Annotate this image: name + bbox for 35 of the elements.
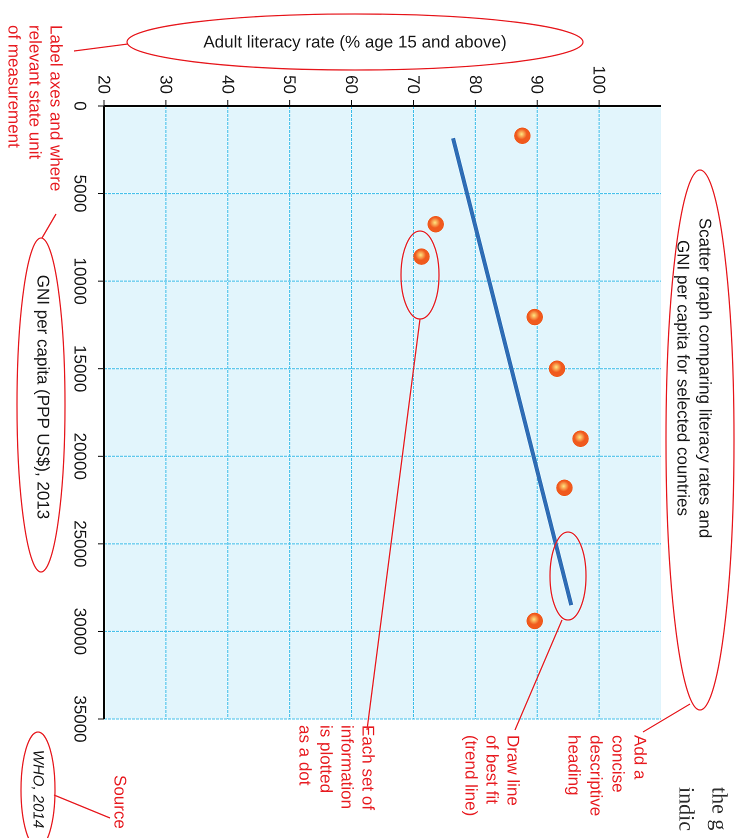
- text: Scatter graph comparing literacy rates and GNI per capita for selected countries: [674, 218, 714, 538]
- point: [526, 308, 543, 326]
- y-tick-label: 20000: [70, 432, 90, 480]
- point: [572, 430, 589, 448]
- x-tick-label: 20: [94, 75, 114, 94]
- text: WHO, 2014: [30, 750, 46, 828]
- x-tick-label: 60: [342, 75, 362, 94]
- text: Each set of information is plotted as a dot: [296, 725, 378, 810]
- point: [548, 360, 566, 377]
- y-axis-title: GNI per capita (PPP US$), 2013: [34, 274, 52, 520]
- point: [526, 612, 543, 630]
- y-tick-label: 15000: [70, 345, 90, 392]
- text: the g indic: [674, 787, 732, 832]
- y-tick-label: 30000: [70, 608, 90, 656]
- text: Source: [110, 775, 130, 829]
- point: [413, 248, 430, 265]
- text: Label axes and where relevant state unit of measurement: [4, 25, 66, 192]
- text: Draw line of best fit (trend line): [462, 735, 522, 816]
- x-tick-label: 90: [528, 75, 547, 94]
- y-tick-label: 35000: [70, 695, 90, 743]
- x-tick-label: 80: [466, 75, 485, 94]
- point: [556, 480, 573, 496]
- x-tick-label: 30: [156, 75, 176, 94]
- y-tick-label: 0: [70, 101, 90, 111]
- text: Add a concise descriptive heading: [564, 735, 650, 816]
- x-tick-label: 70: [404, 75, 423, 94]
- point: [427, 216, 444, 232]
- x-tick-label: 100: [590, 66, 609, 94]
- y-tick-label: 5000: [70, 174, 90, 212]
- y-tick-label: 10000: [70, 258, 90, 305]
- x-axis-title: Adult literacy rate (% age 15 and above): [203, 32, 507, 52]
- point: [514, 128, 531, 144]
- x-tick-label: 40: [218, 75, 238, 94]
- y-tick-label: 25000: [70, 520, 90, 568]
- x-tick-label: 50: [280, 75, 300, 94]
